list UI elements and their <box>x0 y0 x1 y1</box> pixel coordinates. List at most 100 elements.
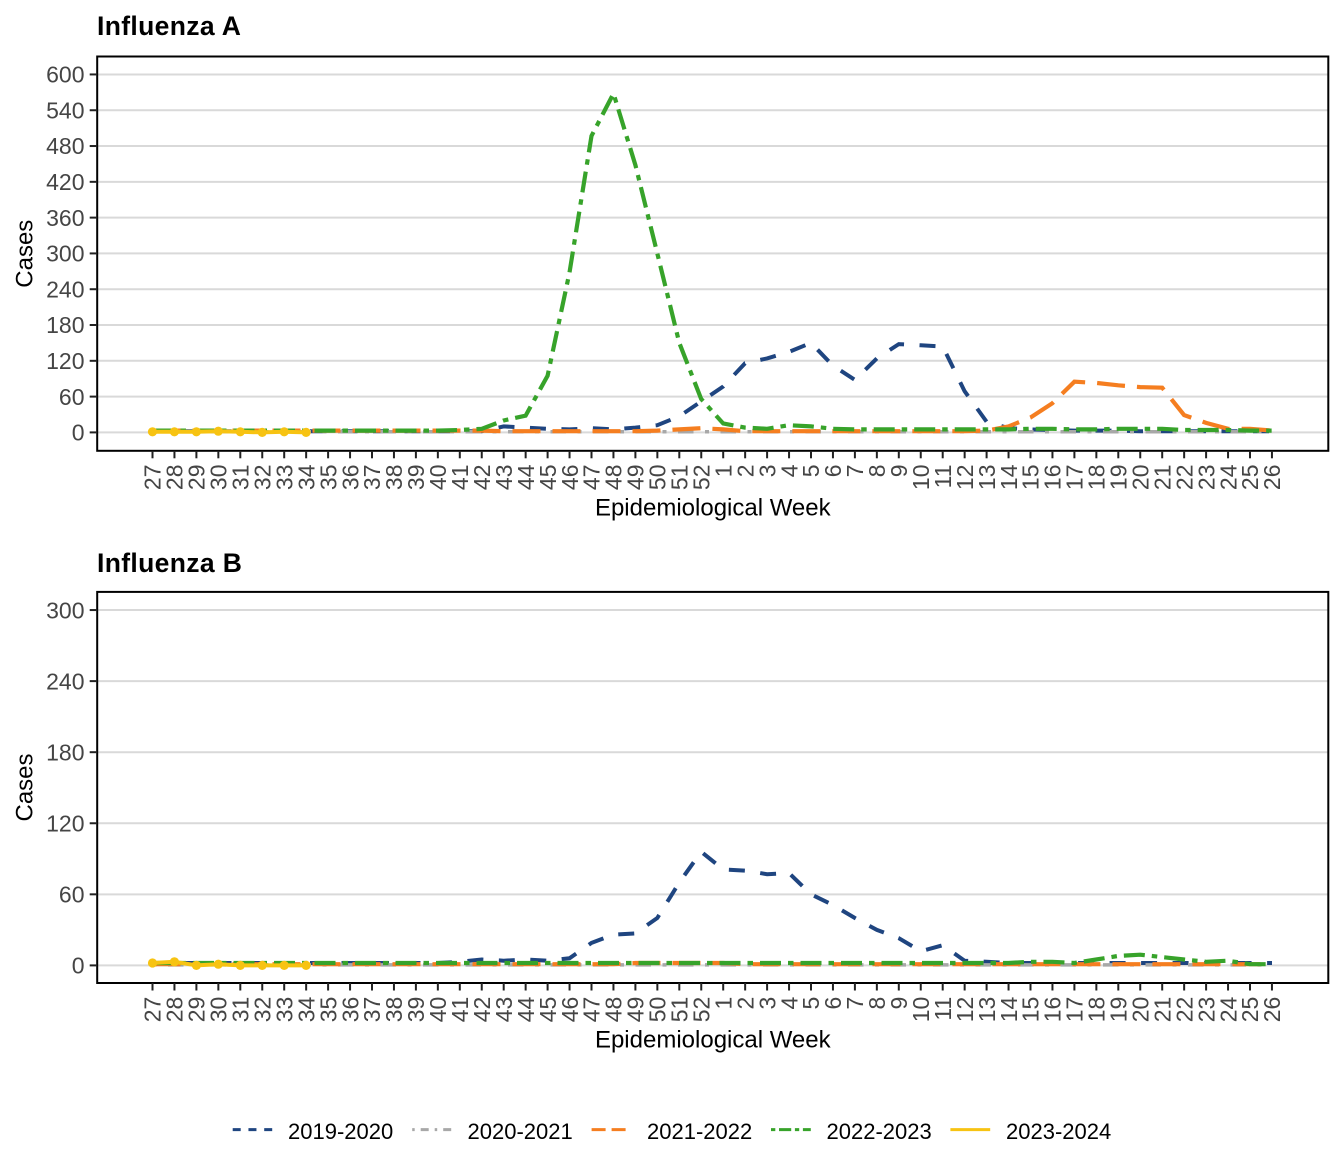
svg-text:44: 44 <box>513 464 539 490</box>
svg-text:50: 50 <box>645 997 671 1023</box>
svg-text:32: 32 <box>249 997 275 1023</box>
svg-text:6: 6 <box>820 997 846 1010</box>
svg-text:4: 4 <box>776 996 802 1009</box>
svg-text:40: 40 <box>425 997 451 1023</box>
svg-text:42: 42 <box>469 997 495 1023</box>
svg-text:32: 32 <box>249 465 275 491</box>
svg-text:19: 19 <box>1106 997 1132 1023</box>
svg-text:13: 13 <box>974 997 1000 1023</box>
svg-text:39: 39 <box>403 465 429 491</box>
svg-text:120: 120 <box>46 810 84 836</box>
svg-text:16: 16 <box>1040 997 1066 1023</box>
svg-text:33: 33 <box>271 465 297 491</box>
svg-text:0: 0 <box>72 420 85 446</box>
svg-text:7: 7 <box>842 997 868 1010</box>
svg-text:24: 24 <box>1215 997 1241 1023</box>
svg-text:480: 480 <box>46 133 84 159</box>
svg-text:41: 41 <box>447 997 473 1023</box>
svg-text:42: 42 <box>469 465 495 491</box>
svg-text:17: 17 <box>1062 997 1088 1023</box>
svg-text:14: 14 <box>996 997 1022 1023</box>
svg-text:49: 49 <box>623 465 649 491</box>
svg-text:45: 45 <box>535 465 561 491</box>
svg-text:1: 1 <box>710 465 736 478</box>
svg-text:19: 19 <box>1106 465 1132 491</box>
svg-text:20: 20 <box>1127 997 1153 1023</box>
svg-text:46: 46 <box>557 997 583 1023</box>
svg-text:360: 360 <box>46 205 84 231</box>
svg-text:60: 60 <box>59 384 85 410</box>
svg-text:2023-2024: 2023-2024 <box>1006 1119 1111 1144</box>
svg-text:37: 37 <box>359 465 385 491</box>
svg-text:29: 29 <box>184 465 210 491</box>
svg-text:51: 51 <box>667 997 693 1023</box>
svg-text:Influenza A: Influenza A <box>97 11 241 41</box>
svg-text:35: 35 <box>315 997 341 1023</box>
svg-text:48: 48 <box>601 997 627 1023</box>
svg-text:46: 46 <box>557 465 583 491</box>
svg-text:12: 12 <box>952 997 978 1023</box>
svg-text:26: 26 <box>1259 997 1285 1023</box>
svg-text:47: 47 <box>579 997 605 1023</box>
svg-text:37: 37 <box>359 997 385 1023</box>
svg-text:23: 23 <box>1193 997 1219 1023</box>
svg-text:31: 31 <box>228 997 254 1023</box>
svg-text:38: 38 <box>381 465 407 491</box>
svg-text:12: 12 <box>952 465 978 491</box>
svg-text:Cases: Cases <box>12 753 39 821</box>
svg-text:15: 15 <box>1018 997 1044 1023</box>
svg-text:0: 0 <box>72 953 85 979</box>
svg-text:36: 36 <box>337 997 363 1023</box>
svg-text:34: 34 <box>293 464 319 490</box>
svg-text:41: 41 <box>447 465 473 491</box>
svg-text:28: 28 <box>162 465 188 491</box>
svg-text:18: 18 <box>1084 997 1110 1023</box>
svg-text:2022-2023: 2022-2023 <box>827 1119 932 1144</box>
svg-text:2020-2021: 2020-2021 <box>468 1119 573 1144</box>
svg-text:Epidemiological Week: Epidemiological Week <box>595 494 832 521</box>
svg-text:21: 21 <box>1149 465 1175 491</box>
svg-text:9: 9 <box>886 997 912 1010</box>
svg-text:2019-2020: 2019-2020 <box>288 1119 393 1144</box>
svg-text:5: 5 <box>798 465 824 478</box>
svg-text:33: 33 <box>271 997 297 1023</box>
svg-text:31: 31 <box>228 465 254 491</box>
svg-text:15: 15 <box>1018 465 1044 491</box>
svg-text:43: 43 <box>491 997 517 1023</box>
svg-text:180: 180 <box>46 312 84 338</box>
svg-text:47: 47 <box>579 465 605 491</box>
svg-text:Epidemiological Week: Epidemiological Week <box>595 1027 832 1054</box>
svg-text:4: 4 <box>776 464 802 477</box>
svg-text:21: 21 <box>1149 997 1175 1023</box>
svg-text:Cases: Cases <box>12 220 39 288</box>
svg-text:38: 38 <box>381 997 407 1023</box>
svg-text:22: 22 <box>1171 997 1197 1023</box>
svg-text:23: 23 <box>1193 465 1219 491</box>
svg-text:14: 14 <box>996 464 1022 490</box>
svg-text:17: 17 <box>1062 465 1088 491</box>
svg-text:25: 25 <box>1237 465 1263 491</box>
svg-text:5: 5 <box>798 997 824 1010</box>
svg-text:44: 44 <box>513 997 539 1023</box>
svg-text:30: 30 <box>206 997 232 1023</box>
svg-text:10: 10 <box>908 997 934 1023</box>
svg-text:2: 2 <box>732 997 758 1010</box>
svg-text:27: 27 <box>140 997 166 1023</box>
svg-text:30: 30 <box>206 465 232 491</box>
svg-text:540: 540 <box>46 97 84 123</box>
svg-text:26: 26 <box>1259 465 1285 491</box>
svg-text:7: 7 <box>842 465 868 478</box>
svg-text:49: 49 <box>623 997 649 1023</box>
svg-text:10: 10 <box>908 465 934 491</box>
svg-text:600: 600 <box>46 62 84 88</box>
svg-text:40: 40 <box>425 465 451 491</box>
svg-text:52: 52 <box>688 465 714 491</box>
svg-text:8: 8 <box>864 997 890 1010</box>
svg-text:27: 27 <box>140 465 166 491</box>
svg-text:300: 300 <box>46 597 84 623</box>
svg-text:240: 240 <box>46 276 84 302</box>
svg-text:20: 20 <box>1127 465 1153 491</box>
svg-text:52: 52 <box>688 997 714 1023</box>
svg-text:51: 51 <box>667 465 693 491</box>
svg-text:Influenza B: Influenza B <box>97 548 242 578</box>
